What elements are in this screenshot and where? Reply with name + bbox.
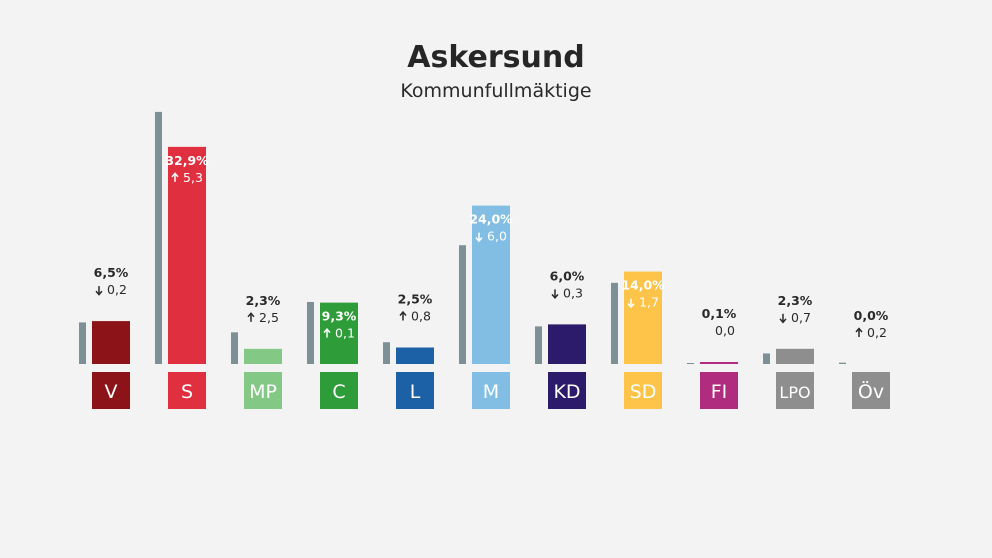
bar-fi (700, 362, 738, 364)
value-label-m: 24,0% (469, 212, 513, 227)
party-group-sd: 14,0% 1,7 SD (611, 271, 665, 409)
change-arrow-icon (171, 172, 179, 182)
value-label-öv: 0,0% (854, 308, 889, 323)
previous-bar-v (79, 322, 86, 364)
change-label-lpo: 0,7 (791, 310, 811, 325)
party-tile-mp (244, 372, 282, 409)
previous-bar-m (459, 245, 466, 364)
party-tile-lpo (776, 372, 814, 409)
party-group-c: 9,3% 0,1 C (307, 301, 358, 409)
party-label-öv: Öv (858, 380, 884, 403)
party-tile-v (92, 372, 130, 409)
change-label-fi: 0,0 (715, 323, 735, 338)
party-label-kd: KD (553, 381, 580, 403)
party-group-l: 2,5% 0,8 L (383, 292, 434, 409)
change-arrow-icon (779, 313, 787, 324)
previous-bar-l (383, 342, 390, 364)
value-label-s: 32,9% (165, 153, 209, 168)
bar-sd (624, 271, 662, 364)
change-arrow-icon (855, 327, 863, 337)
value-label-c: 9,3% (322, 309, 357, 324)
chart-subtitle: Kommunfullmäktige (400, 80, 592, 102)
change-arrow-icon (399, 310, 407, 321)
party-group-mp: 2,3% 2,5 MP (231, 293, 282, 409)
change-arrow-icon (247, 312, 255, 322)
change-label-m: 6,0 (487, 229, 507, 244)
party-group-fi: 0,1% 0,0 FI (687, 306, 738, 409)
value-label-sd: 14,0% (621, 278, 665, 293)
bar-s (168, 146, 206, 364)
party-label-c: C (332, 381, 345, 403)
change-label-sd: 1,7 (639, 295, 659, 310)
previous-bar-fi (687, 363, 694, 364)
change-label-öv: 0,2 (867, 325, 887, 340)
value-label-kd: 6,0% (550, 268, 585, 283)
change-arrow-icon (475, 232, 483, 243)
value-label-l: 2,5% (398, 292, 433, 307)
change-label-l: 0,8 (411, 309, 431, 324)
bar-kd (548, 324, 586, 364)
change-arrow-icon (551, 289, 559, 300)
bar-v (92, 321, 130, 364)
change-label-kd: 0,3 (563, 285, 583, 300)
previous-bar-mp (231, 332, 238, 364)
party-group-v: 6,5% 0,2 V (79, 265, 130, 409)
party-label-mp: MP (249, 381, 277, 403)
party-tile-sd (624, 372, 662, 409)
party-tile-kd (548, 372, 586, 409)
party-group-kd: 6,0% 0,3 KD (535, 268, 586, 409)
change-label-s: 5,3 (183, 170, 203, 185)
value-label-lpo: 2,3% (778, 293, 813, 308)
chart-title: Askersund (407, 40, 585, 75)
party-label-lpo: LPO (779, 383, 810, 402)
party-group-öv: 0,0% 0,2 Öv (839, 308, 890, 409)
party-tile-fi (700, 372, 738, 409)
party-group-lpo: 2,3% 0,7 LPO (763, 293, 814, 409)
value-label-fi: 0,1% (702, 306, 737, 321)
previous-bar-öv (839, 362, 846, 364)
bar-l (396, 347, 434, 364)
party-label-fi: FI (711, 381, 728, 403)
bar-m (472, 205, 510, 364)
value-label-v: 6,5% (94, 265, 129, 280)
change-label-mp: 2,5 (259, 310, 279, 325)
previous-bar-kd (535, 326, 542, 364)
party-label-l: L (410, 381, 421, 403)
change-arrow-icon (323, 327, 331, 338)
bar-mp (244, 348, 282, 364)
party-tile-c (320, 372, 358, 409)
party-group-m: 24,0% 6,0 M (459, 205, 513, 409)
party-tile-l (396, 372, 434, 409)
party-label-sd: SD (630, 381, 657, 403)
party-label-v: V (105, 381, 118, 403)
previous-bar-sd (611, 282, 618, 364)
previous-bar-s (155, 111, 162, 364)
party-label-m: M (483, 381, 499, 403)
previous-bar-c (307, 301, 314, 364)
change-arrow-icon (627, 298, 635, 309)
party-tile-öv (852, 372, 890, 409)
party-tile-s (168, 372, 206, 409)
party-group-s: 32,9% 5,3 S (155, 111, 209, 409)
party-label-s: S (181, 381, 193, 403)
value-label-mp: 2,3% (246, 293, 281, 308)
change-label-v: 0,2 (107, 282, 127, 297)
party-tile-m (472, 372, 510, 409)
previous-bar-lpo (763, 353, 770, 364)
bar-lpo (776, 348, 814, 364)
change-arrow-icon (95, 286, 103, 296)
change-label-c: 0,1 (335, 326, 355, 341)
